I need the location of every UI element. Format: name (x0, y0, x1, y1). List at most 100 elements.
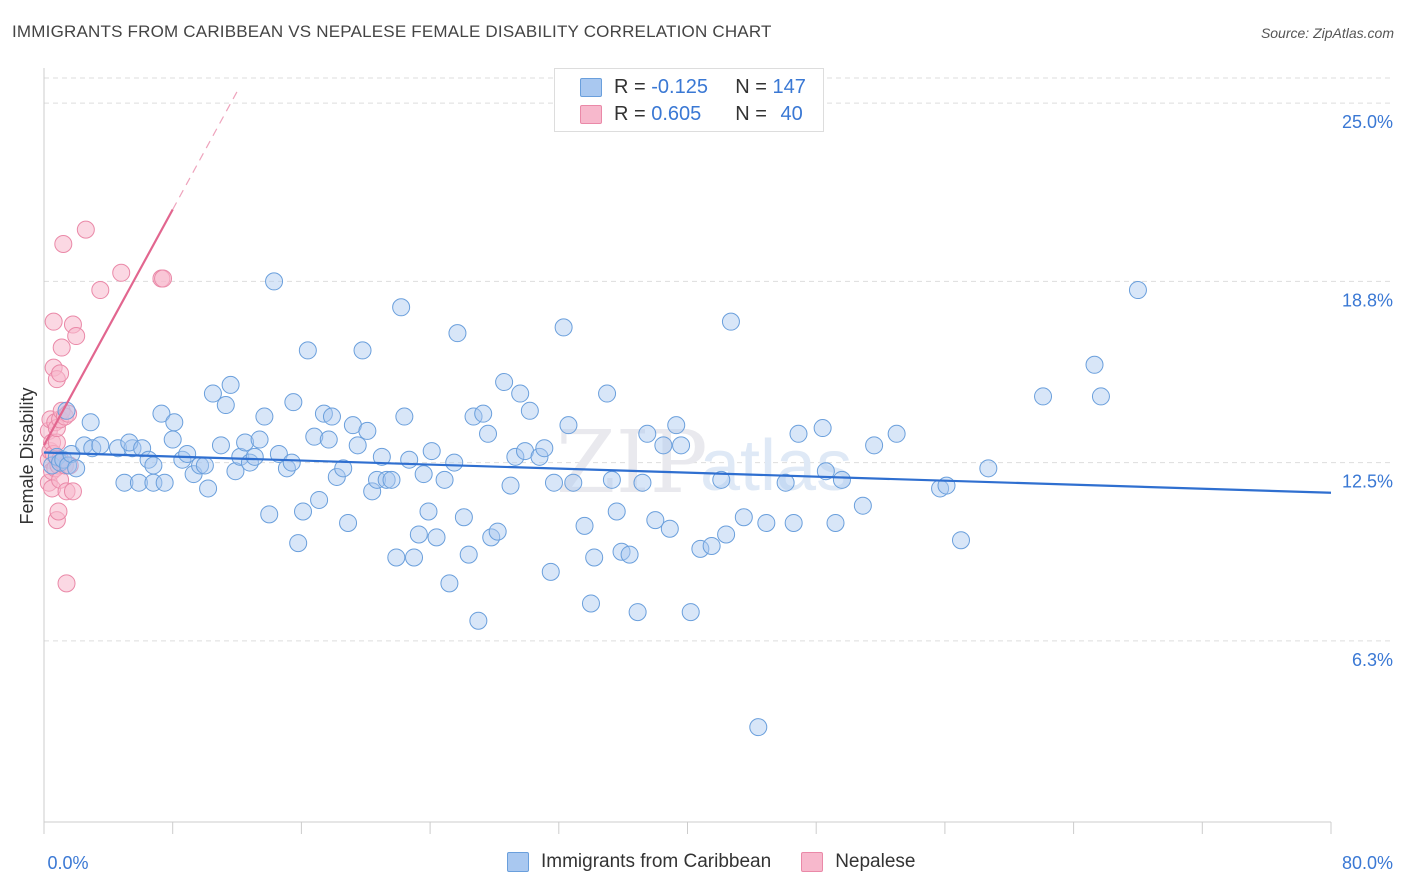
caribbean-point (91, 436, 110, 455)
series-legend: Immigrants from Caribbean Nepalese (507, 851, 945, 873)
caribbean-point (414, 465, 433, 484)
caribbean-point (488, 522, 507, 541)
caribbean-point (646, 511, 665, 530)
nepalese-trend-extension (172, 91, 238, 210)
trend-lines (43, 91, 1332, 494)
caribbean-point (717, 525, 736, 544)
caribbean-point (211, 436, 230, 455)
caribbean-point (813, 419, 832, 438)
caribbean-point (979, 459, 998, 478)
caribbean-point (541, 562, 560, 581)
nepalese-point (63, 482, 82, 501)
watermark-zip: ZIP (556, 413, 708, 513)
nepalese-point (52, 338, 71, 357)
correlation-legend: R = -0.125 N = 147 R = 0.605 N = 40 (554, 68, 824, 132)
caribbean-swatch-icon (580, 77, 602, 97)
n-value: 40 (780, 102, 803, 125)
legend-item-caribbean[interactable]: Immigrants from Caribbean (507, 851, 771, 873)
caribbean-point (712, 470, 731, 489)
nepalese-point (44, 312, 63, 331)
caribbean-point (419, 502, 438, 521)
caribbean-point (853, 496, 872, 515)
r-label: R = (614, 75, 652, 98)
caribbean-point (506, 447, 525, 466)
caribbean-point (284, 393, 303, 412)
x-tick-label: 80.0% (1342, 853, 1393, 873)
caribbean-point (1085, 355, 1104, 374)
caribbean-point (544, 473, 563, 492)
caribbean-point (454, 508, 473, 527)
legend-row-nepalese: R = 0.605 N = 40 (580, 101, 803, 127)
nepalese-point (91, 281, 110, 300)
caribbean-point (155, 473, 174, 492)
legend-item-nepalese[interactable]: Nepalese (801, 851, 915, 873)
nepalese-swatch-icon (580, 104, 602, 124)
caribbean-point (511, 384, 530, 403)
caribbean-point (1091, 387, 1110, 406)
n-label: N = (735, 75, 773, 98)
caribbean-point (165, 413, 184, 432)
caribbean-point (554, 318, 573, 337)
caribbean-point (469, 611, 488, 630)
y-tick-label: 6.3% (1352, 650, 1393, 670)
caribbean-point (109, 439, 128, 458)
n-value: 147 (772, 75, 806, 98)
caribbean-swatch-icon (507, 852, 529, 872)
caribbean-point (702, 536, 721, 555)
caribbean-point (289, 534, 308, 553)
caribbean-point (559, 416, 578, 435)
caribbean-point (358, 421, 377, 440)
caribbean-point (199, 479, 218, 498)
caribbean-point (474, 404, 493, 423)
y-tick-label: 12.5% (1342, 472, 1393, 492)
caribbean-point (368, 470, 387, 489)
caribbean-point (372, 447, 391, 466)
caribbean-point (749, 718, 768, 737)
caribbean-point (575, 516, 594, 535)
caribbean-point (865, 436, 884, 455)
caribbean-point (405, 548, 424, 567)
caribbean-point (789, 424, 808, 443)
r-value: 0.605 (651, 102, 702, 125)
caribbean-trend-line (43, 451, 1332, 494)
caribbean-point (195, 456, 214, 475)
caribbean-point (691, 539, 710, 558)
caribbean-point (1034, 387, 1053, 406)
nepalese-point (67, 327, 86, 346)
caribbean-point (353, 341, 372, 360)
nepalese-point (54, 235, 73, 254)
caribbean-point (294, 502, 313, 521)
caribbean-point (282, 453, 301, 472)
caribbean-point (250, 430, 269, 449)
caribbean-point (152, 404, 171, 423)
caribbean-point (123, 439, 142, 458)
x-tick-label: 0.0% (47, 853, 88, 873)
watermark-atlas: atlas (700, 426, 852, 506)
caribbean-point (67, 459, 86, 478)
caribbean-point (129, 473, 148, 492)
series-caribbean (43, 272, 1147, 737)
y-tick-label: 18.8% (1342, 290, 1393, 310)
caribbean-point (681, 603, 700, 622)
caribbean-point (221, 375, 240, 394)
nepalese-trend-line (43, 208, 174, 446)
caribbean-point (322, 407, 341, 426)
caribbean-point (427, 528, 446, 547)
r-value: -0.125 (651, 75, 708, 98)
nepalese-point (112, 263, 131, 282)
caribbean-point (672, 436, 691, 455)
caribbean-point (479, 424, 498, 443)
caribbean-point (501, 476, 520, 495)
source-attribution: Source: ZipAtlas.com (1260, 25, 1394, 41)
caribbean-point (334, 459, 353, 478)
caribbean-point (339, 513, 358, 532)
caribbean-point (409, 525, 428, 544)
caribbean-point (826, 513, 845, 532)
caribbean-point (363, 482, 382, 501)
n-label: N = (735, 102, 773, 125)
caribbean-point (245, 447, 264, 466)
caribbean-point (440, 574, 459, 593)
caribbean-point (382, 470, 401, 489)
caribbean-point (654, 436, 673, 455)
